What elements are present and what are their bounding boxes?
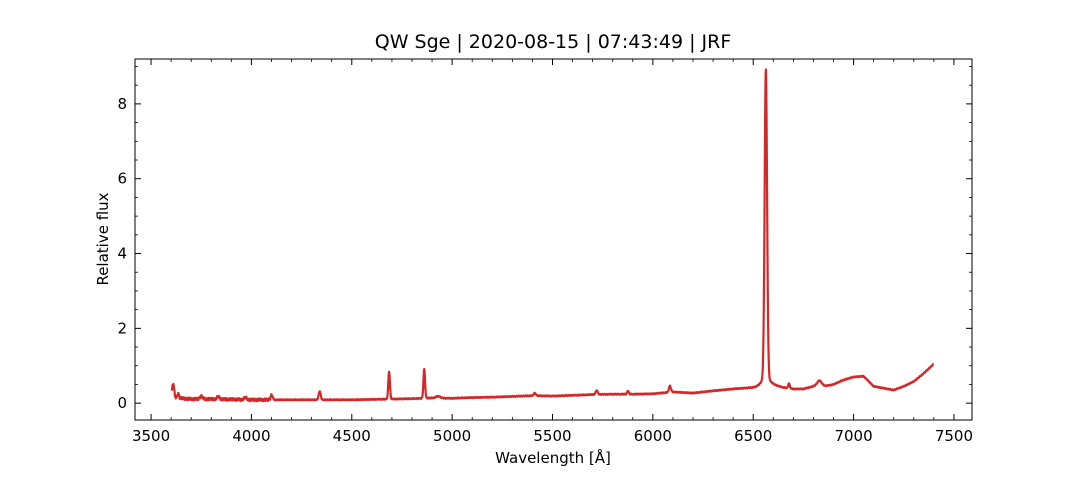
y-tick-label: 4 bbox=[117, 245, 127, 263]
series-layer bbox=[170, 68, 935, 403]
x-axis-label: Wavelength [Å] bbox=[495, 448, 611, 467]
x-tick-label: 6000 bbox=[634, 427, 672, 445]
y-axis-minor-ticks bbox=[135, 66, 972, 385]
x-tick-label: 3500 bbox=[132, 427, 170, 445]
chart-title: QW Sge | 2020-08-15 | 07:43:49 | JRF bbox=[375, 31, 732, 53]
x-tick-label: 5500 bbox=[533, 427, 571, 445]
y-tick-label: 8 bbox=[117, 95, 127, 113]
y-axis-label: Relative flux bbox=[94, 192, 112, 285]
x-tick-label: 4000 bbox=[232, 427, 270, 445]
y-tick-label: 6 bbox=[117, 170, 127, 188]
x-tick-label: 7000 bbox=[834, 427, 872, 445]
y-axis-ticks: 0 2 4 6 8 bbox=[117, 95, 972, 412]
x-tick-label: 5000 bbox=[433, 427, 471, 445]
axes-frame bbox=[134, 58, 973, 421]
plot-area bbox=[134, 58, 973, 421]
spectrum-line bbox=[170, 68, 935, 403]
x-tick-label: 7500 bbox=[935, 427, 973, 445]
x-tick-label: 4500 bbox=[333, 427, 371, 445]
x-axis-ticks: 3500 4000 4500 5000 5500 6000 6500 7000 7500 bbox=[132, 59, 973, 445]
x-tick-label: 6500 bbox=[734, 427, 772, 445]
y-tick-label: 0 bbox=[117, 394, 127, 412]
y-tick-label: 2 bbox=[117, 319, 127, 337]
x-axis-minor-ticks bbox=[170, 59, 935, 420]
